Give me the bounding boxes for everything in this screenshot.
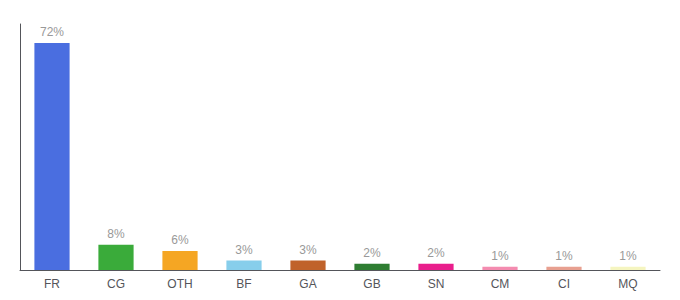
svg-text:CG: CG <box>107 277 125 291</box>
svg-text:3%: 3% <box>299 243 317 257</box>
svg-text:1%: 1% <box>491 249 509 263</box>
svg-text:6%: 6% <box>171 233 189 247</box>
svg-text:2%: 2% <box>427 246 445 260</box>
svg-text:MQ: MQ <box>618 277 637 291</box>
svg-text:CI: CI <box>558 277 570 291</box>
svg-text:GA: GA <box>299 277 316 291</box>
svg-text:3%: 3% <box>235 243 253 257</box>
svg-text:SN: SN <box>428 277 445 291</box>
svg-text:GB: GB <box>363 277 380 291</box>
svg-text:8%: 8% <box>107 227 125 241</box>
svg-text:1%: 1% <box>555 249 573 263</box>
svg-text:FR: FR <box>44 277 60 291</box>
svg-text:BF: BF <box>236 277 251 291</box>
svg-text:OTH: OTH <box>167 277 192 291</box>
svg-text:1%: 1% <box>619 249 637 263</box>
svg-text:2%: 2% <box>363 246 381 260</box>
svg-text:CM: CM <box>491 277 510 291</box>
svg-text:72%: 72% <box>40 25 64 39</box>
